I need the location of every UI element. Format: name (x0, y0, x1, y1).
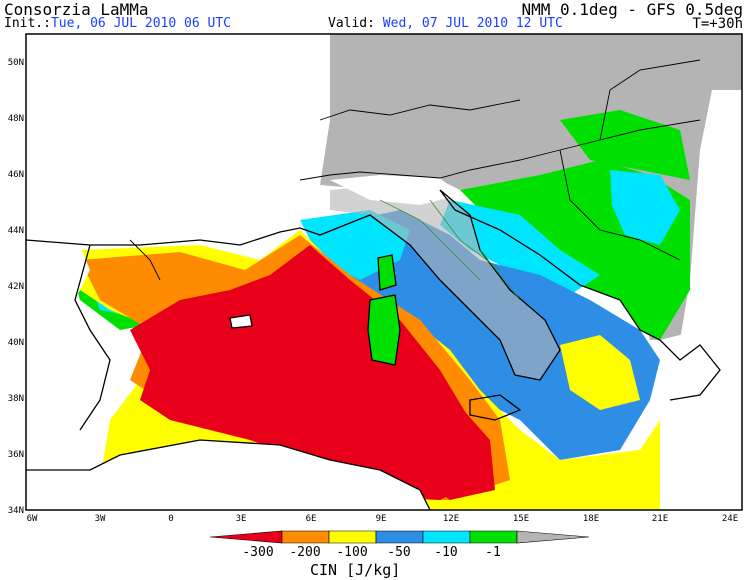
model-title: NMM 0.1deg - GFS 0.5deg (521, 0, 743, 19)
colorbar-swatch (375, 530, 424, 544)
valid-time: Valid: Wed, 07 JUL 2010 12 UTC (328, 16, 563, 31)
lon-label: 24E (722, 514, 738, 524)
lat-label: 42N (8, 282, 24, 292)
colorbar-swatch (281, 530, 330, 544)
coastlines (25, 189, 721, 511)
lon-label: 21E (652, 514, 668, 524)
lon-label: 6E (306, 514, 317, 524)
colorbar-label: -200 (289, 545, 321, 560)
valid-label: Valid: (328, 16, 375, 31)
lat-label: 36N (8, 450, 24, 460)
lat-label: 44N (8, 226, 24, 236)
lat-label: 46N (8, 170, 24, 180)
lon-label: 6W (27, 514, 38, 524)
colorbar-swatch (328, 530, 377, 544)
yellow-zone-ionian (560, 335, 640, 410)
colorbar (209, 530, 590, 544)
land-italy (330, 185, 560, 380)
init-time: Init.:Tue, 06 JUL 2010 06 UTC (4, 16, 231, 31)
cyan-zone-balkans (610, 170, 680, 245)
lon-label: 15E (513, 514, 529, 524)
land-iberia (26, 240, 110, 440)
colorbar-swatch (422, 530, 471, 544)
red-zone-south (400, 395, 495, 500)
land-greece (660, 330, 742, 420)
lon-label: 3W (95, 514, 106, 524)
land-balearic (230, 315, 252, 328)
lon-label: 3E (236, 514, 247, 524)
cyan-zone-adriatic (440, 200, 600, 295)
init-label: Init.: (4, 16, 51, 31)
lat-label: 48N (8, 114, 24, 124)
colorbar-title: CIN [J/kg] (310, 561, 401, 579)
land-alps (330, 175, 460, 205)
lat-label: 40N (8, 338, 24, 348)
land-africa (26, 440, 430, 510)
colorbar-label: -1 (485, 545, 501, 560)
lon-label: 0 (168, 514, 173, 524)
colorbar-label: -100 (336, 545, 368, 560)
colorbar-swatch (209, 530, 283, 544)
lat-label: 34N (8, 506, 24, 516)
map-frame (25, 33, 743, 511)
organization-title: Consorzia LaMMa (4, 0, 149, 19)
red-zone (130, 245, 480, 500)
land-france (30, 40, 330, 245)
colorbar-label: -300 (242, 545, 274, 560)
lon-label: 9E (376, 514, 387, 524)
lon-label: 18E (583, 514, 599, 524)
forecast-step: T=+30h (692, 16, 743, 32)
lat-label: 38N (8, 394, 24, 404)
borders (129, 59, 701, 281)
longitude-labels: 6W 3W 0 3E 6E 9E 12E 15E 18E 21E 24E (27, 514, 739, 524)
init-value: Tue, 06 JUL 2010 06 UTC (50, 16, 231, 31)
colorbar-label: -50 (387, 545, 411, 560)
valid-value: Wed, 07 JUL 2010 12 UTC (382, 16, 563, 31)
regional-borders (379, 199, 521, 301)
colorbar-swatch (516, 530, 590, 544)
latitude-labels: 34N 36N 38N 40N 42N 44N 46N 48N 50N (8, 58, 24, 516)
lon-label: 12E (443, 514, 459, 524)
colorbar-swatch (469, 530, 518, 544)
lat-label: 50N (8, 58, 24, 68)
colorbar-label: -10 (434, 545, 458, 560)
land-corsica (378, 255, 396, 290)
land-sardinia (368, 295, 400, 365)
